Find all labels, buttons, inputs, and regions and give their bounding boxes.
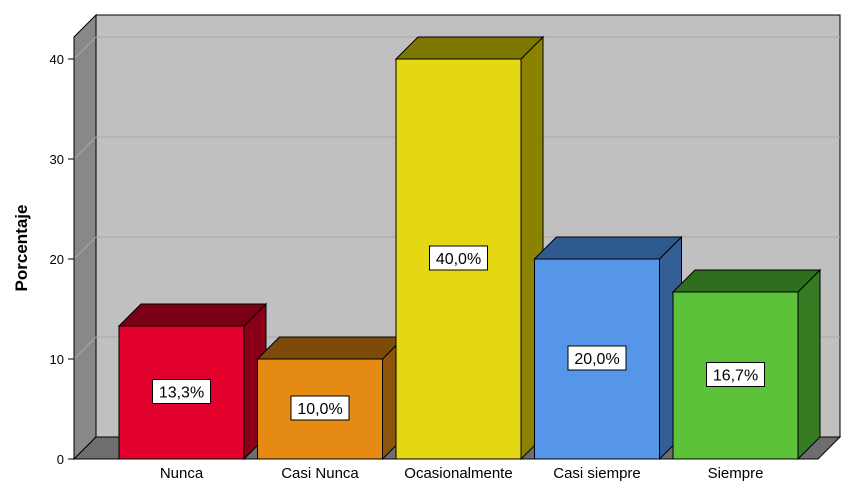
data-label: 13,3% <box>152 379 211 404</box>
bar-casi-nunca: 10,0% <box>256 335 406 461</box>
bars: 13,3% 10,0% 40,0% 20,0% 16,7% <box>117 35 822 461</box>
category-labels: Nunca Casi Nunca Ocasionalmente Casi siempr… <box>160 465 764 482</box>
data-label-box <box>152 379 211 404</box>
gridline-side <box>73 36 97 60</box>
bar-nunca: 13,3% <box>117 302 268 461</box>
bar-top <box>533 236 683 260</box>
x-tick-label: Casi siempre <box>553 465 641 482</box>
data-label: 20,0% <box>567 345 627 371</box>
y-tick-label: 40 <box>50 52 64 67</box>
bar-top <box>117 303 268 327</box>
data-label: 40,0% <box>429 245 488 271</box>
data-label-box <box>429 245 488 271</box>
y-tick-label: 10 <box>50 352 64 367</box>
y-tick-label: 0 <box>57 452 64 467</box>
data-label-text: 20,0% <box>574 351 619 368</box>
bar-side <box>797 268 821 461</box>
y-tick-label: 20 <box>50 252 64 267</box>
y-axis-label: Porcentaje <box>12 205 31 292</box>
y-tick-label: 30 <box>50 152 64 167</box>
data-label-text: 40,0% <box>436 251 481 268</box>
data-label-box <box>290 395 350 421</box>
gridline-side <box>73 236 97 260</box>
bar-top <box>394 36 545 60</box>
data-label-text: 10,0% <box>297 401 342 418</box>
data-label-box <box>706 362 765 387</box>
gridline-side <box>73 336 97 360</box>
data-label: 16,7% <box>706 362 765 387</box>
bar-ocasionalmente: 40,0% <box>394 35 545 461</box>
y-axis-ticks: 0 10 20 30 40 <box>50 52 74 467</box>
x-tick-label: Siempre <box>708 465 764 482</box>
gridline-side <box>73 136 97 160</box>
bar-top <box>671 269 822 293</box>
x-tick-label: Casi Nunca <box>281 465 359 482</box>
bar-casi-siempre: 20,0% <box>533 235 683 461</box>
data-label-text: 13,3% <box>159 385 204 402</box>
data-label-box <box>567 345 627 371</box>
bar-siempre: 16,7% <box>671 268 822 461</box>
x-tick-label: Ocasionalmente <box>404 465 512 482</box>
bar-top <box>256 336 406 360</box>
data-label: 10,0% <box>290 395 350 421</box>
chart-side-wall <box>73 13 97 461</box>
x-tick-label: Nunca <box>160 465 204 482</box>
data-label-text: 16,7% <box>713 368 758 385</box>
